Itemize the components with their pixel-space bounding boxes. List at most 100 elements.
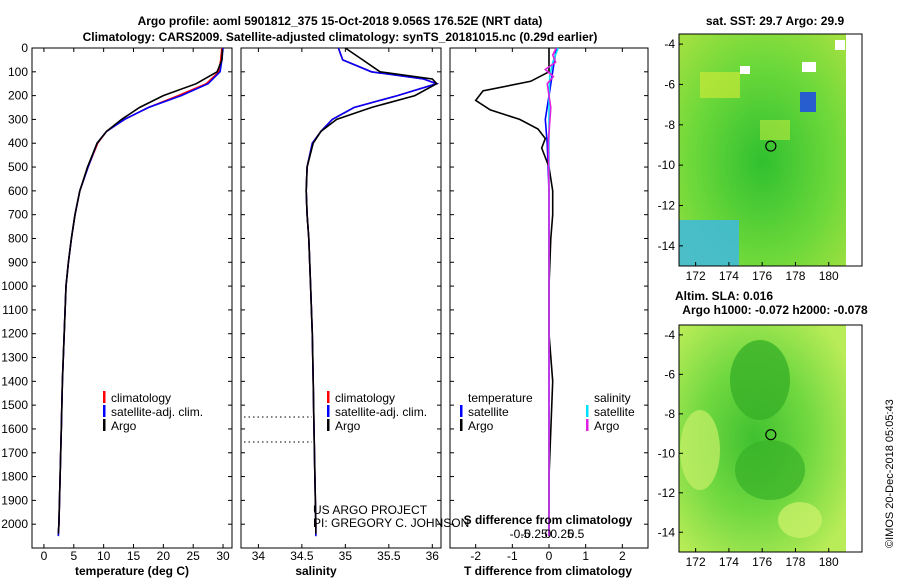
depth-tick-label: 1200 — [1, 327, 28, 341]
sst-title: sat. SST: 29.7 Argo: 29.9 — [706, 14, 845, 28]
depth-tick-label: 1000 — [1, 279, 28, 293]
lon-tick-label: 176 — [752, 555, 772, 569]
argo-location-marker — [765, 140, 777, 152]
sst-cool-patch — [800, 92, 816, 112]
sla-low — [735, 440, 805, 500]
depth-tick-label: 2000 — [1, 517, 28, 531]
pi-credit: PI: GREGORY C. JOHNSON — [313, 516, 469, 530]
map-frame — [678, 33, 863, 267]
series-climatology — [305, 47, 440, 537]
project-credit: US ARGO PROJECT — [313, 503, 428, 517]
land-mask — [846, 34, 862, 266]
sst-map: 172 174 176 178 180 -4 -6 -8 -10 -12 -14 — [658, 33, 863, 283]
legend-swatch-climatology — [327, 391, 330, 403]
lat-tick-label: -4 — [664, 328, 675, 342]
salinity-xlabel: salinity — [295, 564, 337, 578]
series-argo — [305, 47, 438, 534]
lat-tick-label: -4 — [664, 37, 675, 51]
depth-axis: 0 100 200 300 400 500 600 700 800 900 1000 1100 1200… — [1, 41, 648, 531]
x-tick-label: 36 — [426, 549, 440, 563]
s-tick-label: -0.25 — [520, 527, 548, 541]
legend-swatch-s-argo — [586, 419, 589, 431]
land-mask — [846, 325, 862, 552]
imos-credit: ©IMOS 20-Dec-2018 05:05:43 — [884, 399, 896, 548]
x-tick-label: 30 — [216, 549, 230, 563]
title-line-1: Argo profile: aoml 5901812_375 15-Oct-20… — [138, 14, 543, 28]
sst-warm-patch — [760, 120, 790, 140]
temperature-panel — [31, 47, 233, 549]
temperature-plot: 0 5 10 15 20 25 30 — [41, 47, 230, 563]
lat-tick-label: -14 — [658, 525, 676, 539]
legend-argo: Argo — [335, 419, 361, 433]
lat-tick-label: -10 — [658, 446, 676, 460]
legend-temperature: temperature — [468, 391, 533, 405]
legend-swatch-t-argo — [460, 419, 463, 431]
sla-map: 172 174 176 178 180 -4 -6 -8 -10 -12 -14 — [658, 324, 863, 569]
s-difference-title: S difference from climatology — [464, 513, 633, 527]
series-t-argo — [474, 48, 554, 537]
legend-satellite: satellite-adj. clim. — [335, 405, 427, 419]
lat-tick-label: -8 — [664, 407, 675, 421]
map-frame — [678, 324, 863, 553]
depth-tick-label: 700 — [8, 208, 28, 222]
lat-tick-label: -6 — [664, 77, 675, 91]
series-satellite-adj-clim- — [305, 47, 440, 537]
x-tick-label: -1 — [507, 549, 518, 563]
x-tick-label: 15 — [127, 549, 141, 563]
lat-tick-label: -6 — [664, 367, 675, 381]
temperature-legend: climatology satellite-adj. clim. Argo — [103, 391, 203, 433]
depth-tick-label: 1600 — [1, 422, 28, 436]
x-tick-label: 2 — [619, 549, 626, 563]
lon-tick-label: 172 — [686, 269, 706, 283]
x-tick-label: 5 — [70, 549, 77, 563]
sla-argo-heights: Argo h1000: -0.072 h2000: -0.078 — [682, 303, 868, 317]
sla-high — [778, 502, 822, 538]
x-tick-label: 0 — [546, 549, 553, 563]
depth-tick-label: 1100 — [2, 303, 28, 317]
legend-climatology: climatology — [111, 391, 171, 405]
legend-s-satellite: satellite — [594, 405, 635, 419]
depth-tick-label: 1400 — [1, 374, 28, 388]
x-tick-label: 25 — [187, 549, 201, 563]
depth-tick-label: 300 — [8, 112, 28, 126]
x-tick-label: 0 — [41, 549, 48, 563]
sst-warm-patch — [700, 72, 740, 98]
sla-title: Altim. SLA: 0.016 — [675, 289, 773, 303]
depth-tick-label: 600 — [8, 184, 28, 198]
legend-swatch-argo — [103, 419, 106, 431]
series-satellite-adj-clim- — [57, 47, 224, 537]
lon-tick-label: 178 — [785, 269, 805, 283]
x-tick-label: 10 — [97, 549, 111, 563]
sst-cloud-gap — [835, 40, 845, 50]
depth-tick-label: 500 — [8, 160, 28, 174]
depth-tick-label: 900 — [8, 255, 28, 269]
sst-cool-patch — [679, 220, 739, 266]
x-tick-label: 1 — [582, 549, 589, 563]
sla-map-axes: 172 174 176 178 180 -4 -6 -8 -10 -12 -14 — [658, 328, 839, 569]
legend-t-argo: Argo — [468, 419, 494, 433]
depth-tick-label: 1800 — [1, 470, 28, 484]
legend-swatch-s-satellite — [586, 405, 589, 417]
legend-satellite: satellite-adj. clim. — [111, 405, 203, 419]
difference-legend: temperature satellite Argo salinity sate… — [460, 391, 635, 433]
lat-tick-label: -10 — [658, 158, 676, 172]
series-t-satellite — [544, 47, 558, 537]
depth-tick-label: 100 — [8, 65, 28, 79]
lon-tick-label: 176 — [752, 269, 772, 283]
depth-tick-label: 400 — [8, 136, 28, 150]
x-tick-label: 34.5 — [290, 549, 314, 563]
lon-tick-label: 172 — [686, 555, 706, 569]
sst-cloud-gap — [740, 66, 750, 74]
lon-tick-label: 174 — [719, 555, 739, 569]
lon-tick-label: 174 — [719, 269, 739, 283]
salinity-plot: 34 34.5 35 35.5 36 — [244, 47, 440, 563]
s-tick-label: 0.25 — [550, 527, 574, 541]
legend-t-satellite: satellite — [468, 405, 509, 419]
temperature-xlabel: temperature (deg C) — [75, 564, 189, 578]
x-tick-label: 20 — [157, 549, 171, 563]
legend-argo: Argo — [111, 419, 137, 433]
depth-tick-label: 200 — [8, 89, 28, 103]
depth-tick-label: 0 — [21, 41, 28, 55]
salinity-legend: climatology satellite-adj. clim. Argo — [327, 391, 427, 433]
